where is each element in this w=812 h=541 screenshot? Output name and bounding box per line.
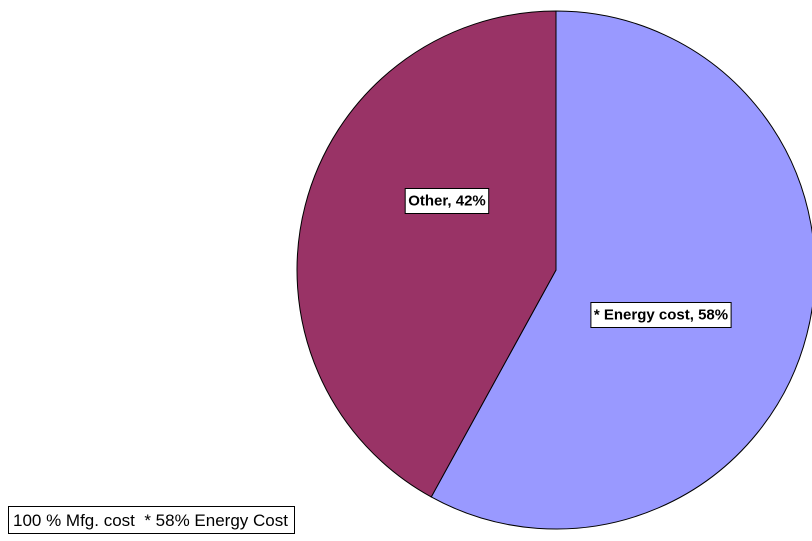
pie-label-energy-cost: * Energy cost, 58% bbox=[590, 302, 732, 328]
pie-slice-energy-cost bbox=[430, 10, 812, 530]
pie-label-text: * Energy cost, 58% bbox=[594, 307, 728, 324]
pie-label-text: Other, 42% bbox=[408, 193, 486, 210]
pie-labels: * Energy cost, 58% Other, 42% bbox=[404, 188, 732, 328]
pie-slices bbox=[296, 10, 812, 530]
pie-label-box bbox=[404, 188, 490, 214]
pie-label-other: Other, 42% bbox=[404, 188, 490, 214]
pie-slice-other bbox=[296, 10, 557, 498]
footnote-note: 100 % Mfg. cost * 58% Energy Cost bbox=[8, 506, 295, 534]
pie-label-box bbox=[590, 302, 732, 328]
